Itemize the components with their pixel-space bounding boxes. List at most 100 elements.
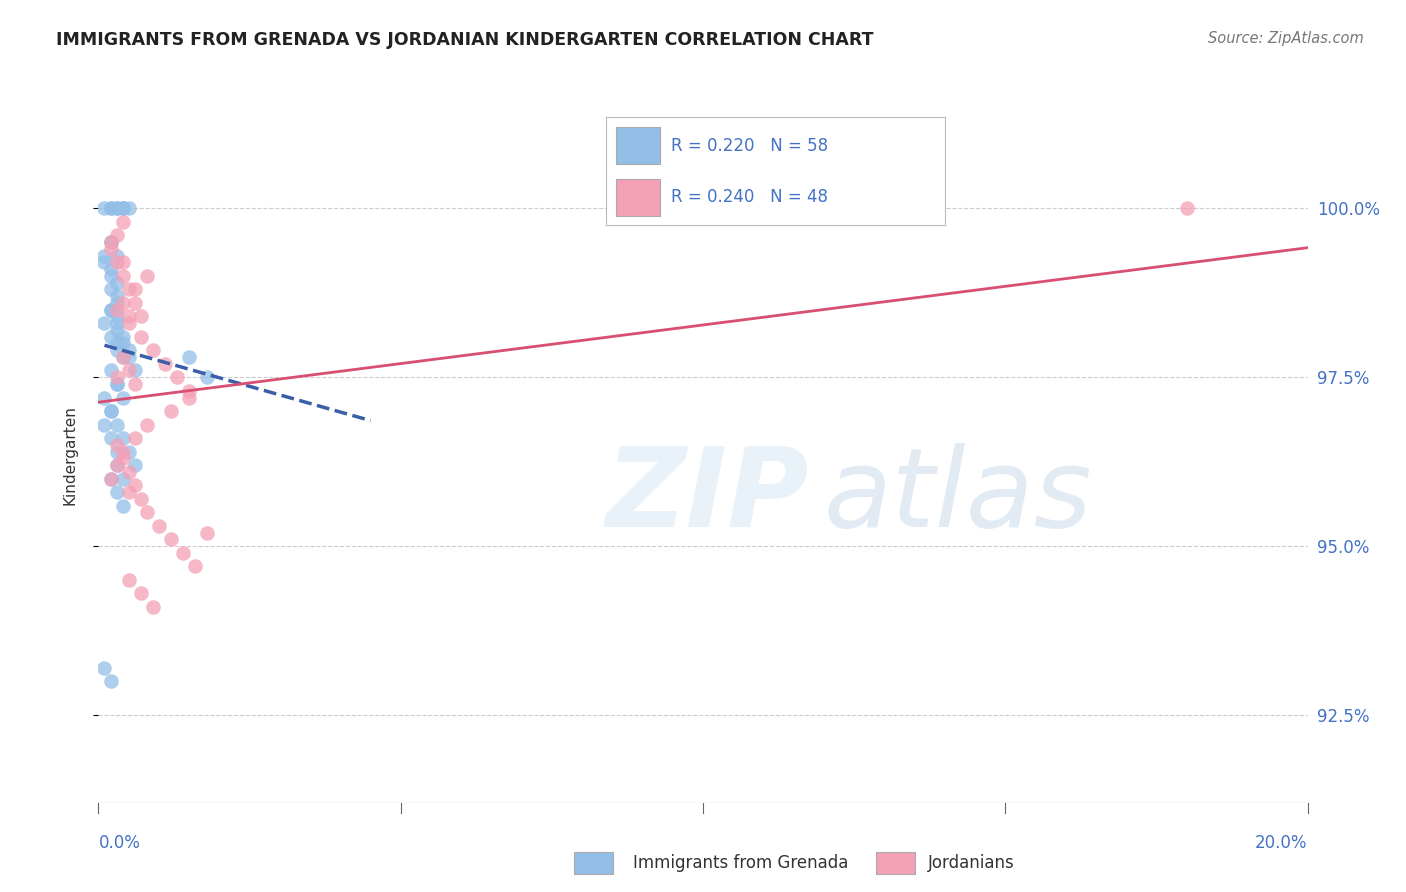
Point (100, 674, 122, 689)
Point (100, 302, 122, 317)
Point (118, 343, 141, 358)
Point (124, 296, 146, 310)
Point (129, 310, 152, 324)
Point (100, 235, 122, 249)
Point (135, 268, 157, 283)
Y-axis label: Kindergarten: Kindergarten (63, 405, 77, 505)
Point (100, 235, 122, 249)
Point (166, 370, 188, 384)
Point (111, 202, 134, 216)
Point (195, 370, 218, 384)
Point (100, 404, 122, 418)
Point (100, 363, 122, 377)
Point (105, 458, 128, 472)
Point (100, 472, 122, 486)
Point (105, 323, 128, 337)
Point (111, 202, 134, 216)
Point (124, 478, 146, 492)
Point (111, 350, 134, 364)
Point (118, 444, 141, 458)
Point (105, 417, 128, 432)
Point (100, 431, 122, 445)
Bar (574, 852, 613, 874)
Point (105, 296, 128, 310)
Point (93, 391, 115, 405)
Point (124, 363, 146, 377)
Text: atlas: atlas (824, 443, 1092, 550)
Point (105, 376, 128, 391)
Point (105, 444, 128, 458)
Point (105, 202, 128, 216)
Point (100, 404, 122, 418)
Point (111, 472, 134, 486)
Point (135, 417, 157, 432)
Point (100, 262, 122, 277)
Point (118, 282, 141, 296)
Point (105, 316, 128, 330)
Point (142, 599, 165, 614)
Point (135, 505, 157, 519)
Point (118, 363, 141, 377)
Point (105, 310, 128, 324)
Text: Jordanians: Jordanians (928, 855, 1015, 872)
Point (105, 376, 128, 391)
Point (124, 282, 146, 296)
Point (160, 404, 183, 418)
Point (105, 255, 128, 269)
Text: 0.0%: 0.0% (98, 834, 141, 852)
Point (118, 310, 141, 324)
Point (105, 249, 128, 263)
Point (124, 458, 146, 472)
Point (105, 370, 128, 384)
Point (105, 202, 128, 216)
Text: Source: ZipAtlas.com: Source: ZipAtlas.com (1208, 31, 1364, 46)
Point (100, 268, 122, 283)
Point (179, 350, 201, 364)
Point (105, 228, 128, 243)
Point (111, 336, 134, 351)
Text: Immigrants from Grenada: Immigrants from Grenada (633, 855, 848, 872)
Point (111, 296, 134, 310)
Point (118, 202, 141, 216)
Point (124, 376, 146, 391)
Point (118, 485, 141, 500)
Point (93, 255, 115, 269)
Point (105, 458, 128, 472)
Point (93, 316, 115, 330)
Point (100, 329, 122, 343)
Point (93, 202, 115, 216)
Point (118, 350, 141, 364)
Point (93, 417, 115, 432)
Point (111, 350, 134, 364)
Point (184, 559, 207, 574)
Point (111, 451, 134, 466)
Point (172, 546, 194, 560)
Point (105, 302, 128, 317)
Bar (876, 852, 915, 874)
Point (105, 336, 128, 351)
Point (142, 343, 165, 358)
Text: IMMIGRANTS FROM GRENADA VS JORDANIAN KINDERGARTEN CORRELATION CHART: IMMIGRANTS FROM GRENADA VS JORDANIAN KIN… (56, 31, 873, 49)
Text: ZIP: ZIP (606, 443, 810, 550)
Point (111, 215, 134, 229)
Point (111, 255, 134, 269)
Point (1175, 202, 1198, 216)
Point (111, 268, 134, 283)
Point (129, 491, 152, 506)
Point (100, 202, 122, 216)
Point (111, 499, 134, 513)
Point (111, 431, 134, 445)
Point (105, 276, 128, 290)
Point (111, 444, 134, 458)
Point (100, 302, 122, 317)
Point (179, 391, 201, 405)
Point (93, 661, 115, 675)
Point (100, 235, 122, 249)
Point (100, 202, 122, 216)
Point (153, 357, 176, 371)
Point (129, 329, 152, 343)
Point (124, 431, 146, 445)
Point (105, 289, 128, 303)
Point (100, 472, 122, 486)
Point (160, 533, 183, 547)
